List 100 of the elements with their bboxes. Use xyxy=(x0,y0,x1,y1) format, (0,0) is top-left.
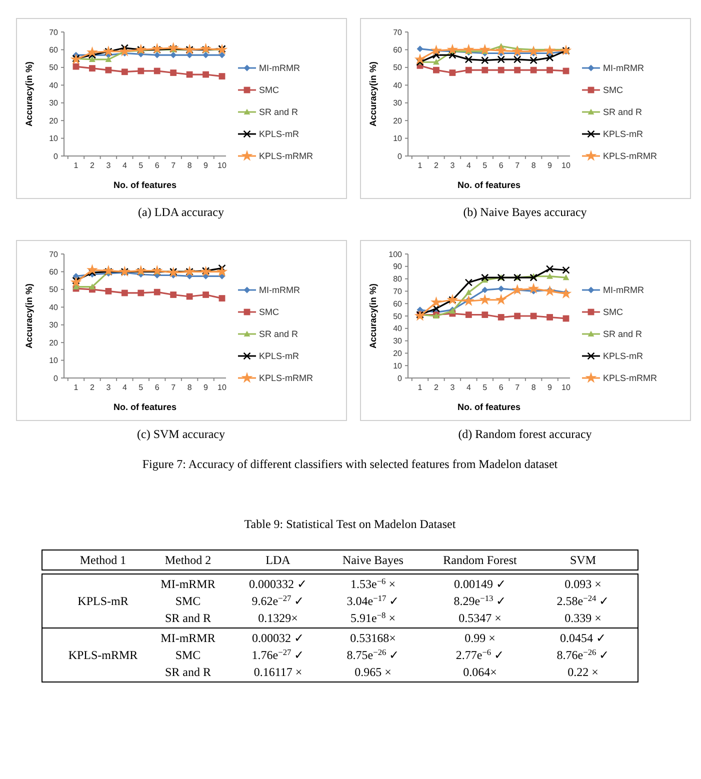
y-axis-title: Accuracy(in %) xyxy=(368,61,378,127)
x-tick-label: 1 xyxy=(418,383,423,392)
x-tick-label: 1 xyxy=(74,383,79,392)
y-tick-label: 0 xyxy=(398,374,403,383)
legend-label: SR and R xyxy=(603,107,643,118)
x-tick-label: 6 xyxy=(154,383,160,392)
y-tick-label: 30 xyxy=(393,98,403,108)
y-tick-label: 80 xyxy=(393,274,403,284)
legend-label: SMC xyxy=(603,307,624,318)
y-axis-title: Accuracy(in %) xyxy=(24,283,34,349)
x-tick-label: 2 xyxy=(434,161,439,170)
x-tick-label: 7 xyxy=(515,383,520,392)
y-tick-label: 10 xyxy=(393,134,403,144)
x-tick-label: 10 xyxy=(218,383,227,392)
text: (c) SVM accuracy xyxy=(137,427,225,441)
x-tick-label: 9 xyxy=(204,161,209,170)
y-tick-label: 40 xyxy=(393,80,403,90)
legend-label: SR and R xyxy=(603,329,643,340)
text: (d) Random forest accuracy xyxy=(458,427,592,441)
legend-label: KPLS-mR xyxy=(259,351,300,362)
legend-label: MI-mRMR xyxy=(603,285,644,296)
text: 0.093 × xyxy=(564,577,602,591)
y-tick-label: 50 xyxy=(49,63,59,72)
x-tick-label: 8 xyxy=(531,161,536,170)
y-tick-label: 70 xyxy=(393,28,403,37)
text: 0.99 × xyxy=(464,631,496,645)
caption: Figure 7: Accuracy of different classifiers with selected features from Madelon dataset xyxy=(142,457,558,471)
text: KPLS-mRMR xyxy=(68,648,138,662)
legend-label: MI-mRMR xyxy=(603,63,644,74)
x-tick-label: 9 xyxy=(548,161,553,170)
y-tick-label: 30 xyxy=(393,336,403,346)
x-tick-label: 3 xyxy=(106,383,112,392)
text: 0.5347 × xyxy=(458,611,502,625)
text: 1.53e$^{−6}$ × xyxy=(350,576,396,591)
text: 8.75e$^{−26}$ ✓ xyxy=(346,648,400,662)
y-tick-label: 20 xyxy=(49,338,59,348)
x-tick-label: 3 xyxy=(450,161,456,170)
text: 0.064× xyxy=(463,665,497,679)
x-tick-label: 1 xyxy=(74,161,79,170)
x-tick-label: 8 xyxy=(531,383,536,392)
x-axis-title: No. of features xyxy=(113,402,177,412)
x-tick-label: 7 xyxy=(515,161,520,170)
x-tick-label: 9 xyxy=(204,383,209,392)
text: (a) LDA accuracy xyxy=(138,205,224,219)
x-tick-label: 1 xyxy=(418,161,423,170)
y-tick-label: 20 xyxy=(393,116,403,126)
legend-label: KPLS-mRMR xyxy=(259,373,314,384)
text: LDA xyxy=(266,553,291,567)
text: SR and R xyxy=(164,611,212,625)
legend-label: MI-mRMR xyxy=(259,285,300,296)
y-tick-label: 50 xyxy=(49,285,59,294)
text: 0.339 × xyxy=(564,611,602,625)
x-tick-label: 10 xyxy=(562,383,571,392)
x-tick-label: 3 xyxy=(106,161,112,170)
x-tick-label: 6 xyxy=(154,161,160,170)
legend-label: SR and R xyxy=(259,329,299,340)
x-axis-title: No. of features xyxy=(457,402,521,412)
y-axis-title: Accuracy(in %) xyxy=(368,283,378,349)
x-tick-label: 10 xyxy=(562,161,571,170)
legend-label: KPLS-mRMR xyxy=(259,151,314,162)
x-tick-label: 8 xyxy=(187,383,192,392)
y-tick-label: 30 xyxy=(49,320,59,330)
text: 1.76e$^{−27}$ ✓ xyxy=(252,648,304,662)
x-tick-label: 4 xyxy=(466,161,472,170)
y-tick-label: 40 xyxy=(49,302,59,312)
x-tick-label: 4 xyxy=(122,161,128,170)
text: Table 9: Statistical Test on Madelon Dataset xyxy=(244,517,456,531)
text: 0.00032 ✓ xyxy=(252,631,304,645)
legend-label: SMC xyxy=(259,307,280,318)
y-tick-label: 60 xyxy=(49,268,59,277)
legend-label: SR and R xyxy=(259,107,299,118)
y-axis-title: Accuracy(in %) xyxy=(24,61,34,127)
y-tick-label: 40 xyxy=(49,80,59,90)
x-tick-label: 6 xyxy=(498,161,504,170)
x-tick-label: 5 xyxy=(482,383,488,392)
text: 0.0454 ✓ xyxy=(560,631,606,645)
legend-label: KPLS-mR xyxy=(259,129,300,140)
y-tick-label: 60 xyxy=(393,299,403,308)
y-tick-label: 30 xyxy=(49,98,59,108)
y-tick-label: 70 xyxy=(49,28,59,37)
text: Random Forest xyxy=(443,553,518,567)
x-tick-label: 3 xyxy=(450,383,456,392)
text: MI-mRMR xyxy=(160,577,216,591)
y-tick-label: 90 xyxy=(393,262,403,272)
x-tick-label: 4 xyxy=(466,383,472,392)
y-tick-label: 60 xyxy=(393,46,403,55)
text: 5.91e$^{−8}$ × xyxy=(350,610,396,625)
text: 8.76e$^{−26}$ ✓ xyxy=(556,648,610,662)
text: KPLS-mR xyxy=(78,594,128,608)
y-tick-label: 20 xyxy=(49,116,59,126)
text: MI-mRMR xyxy=(160,631,216,645)
y-tick-label: 50 xyxy=(393,312,403,321)
y-tick-label: 70 xyxy=(393,287,403,296)
text: 3.04e$^{−17}$ ✓ xyxy=(346,594,400,608)
legend-label: KPLS-mR xyxy=(603,129,644,140)
text: Naive Bayes xyxy=(342,553,404,567)
y-tick-label: 100 xyxy=(388,250,403,259)
y-tick-label: 70 xyxy=(49,250,59,259)
text: 0.000332 ✓ xyxy=(249,577,307,591)
legend-label: KPLS-mRMR xyxy=(603,373,658,384)
